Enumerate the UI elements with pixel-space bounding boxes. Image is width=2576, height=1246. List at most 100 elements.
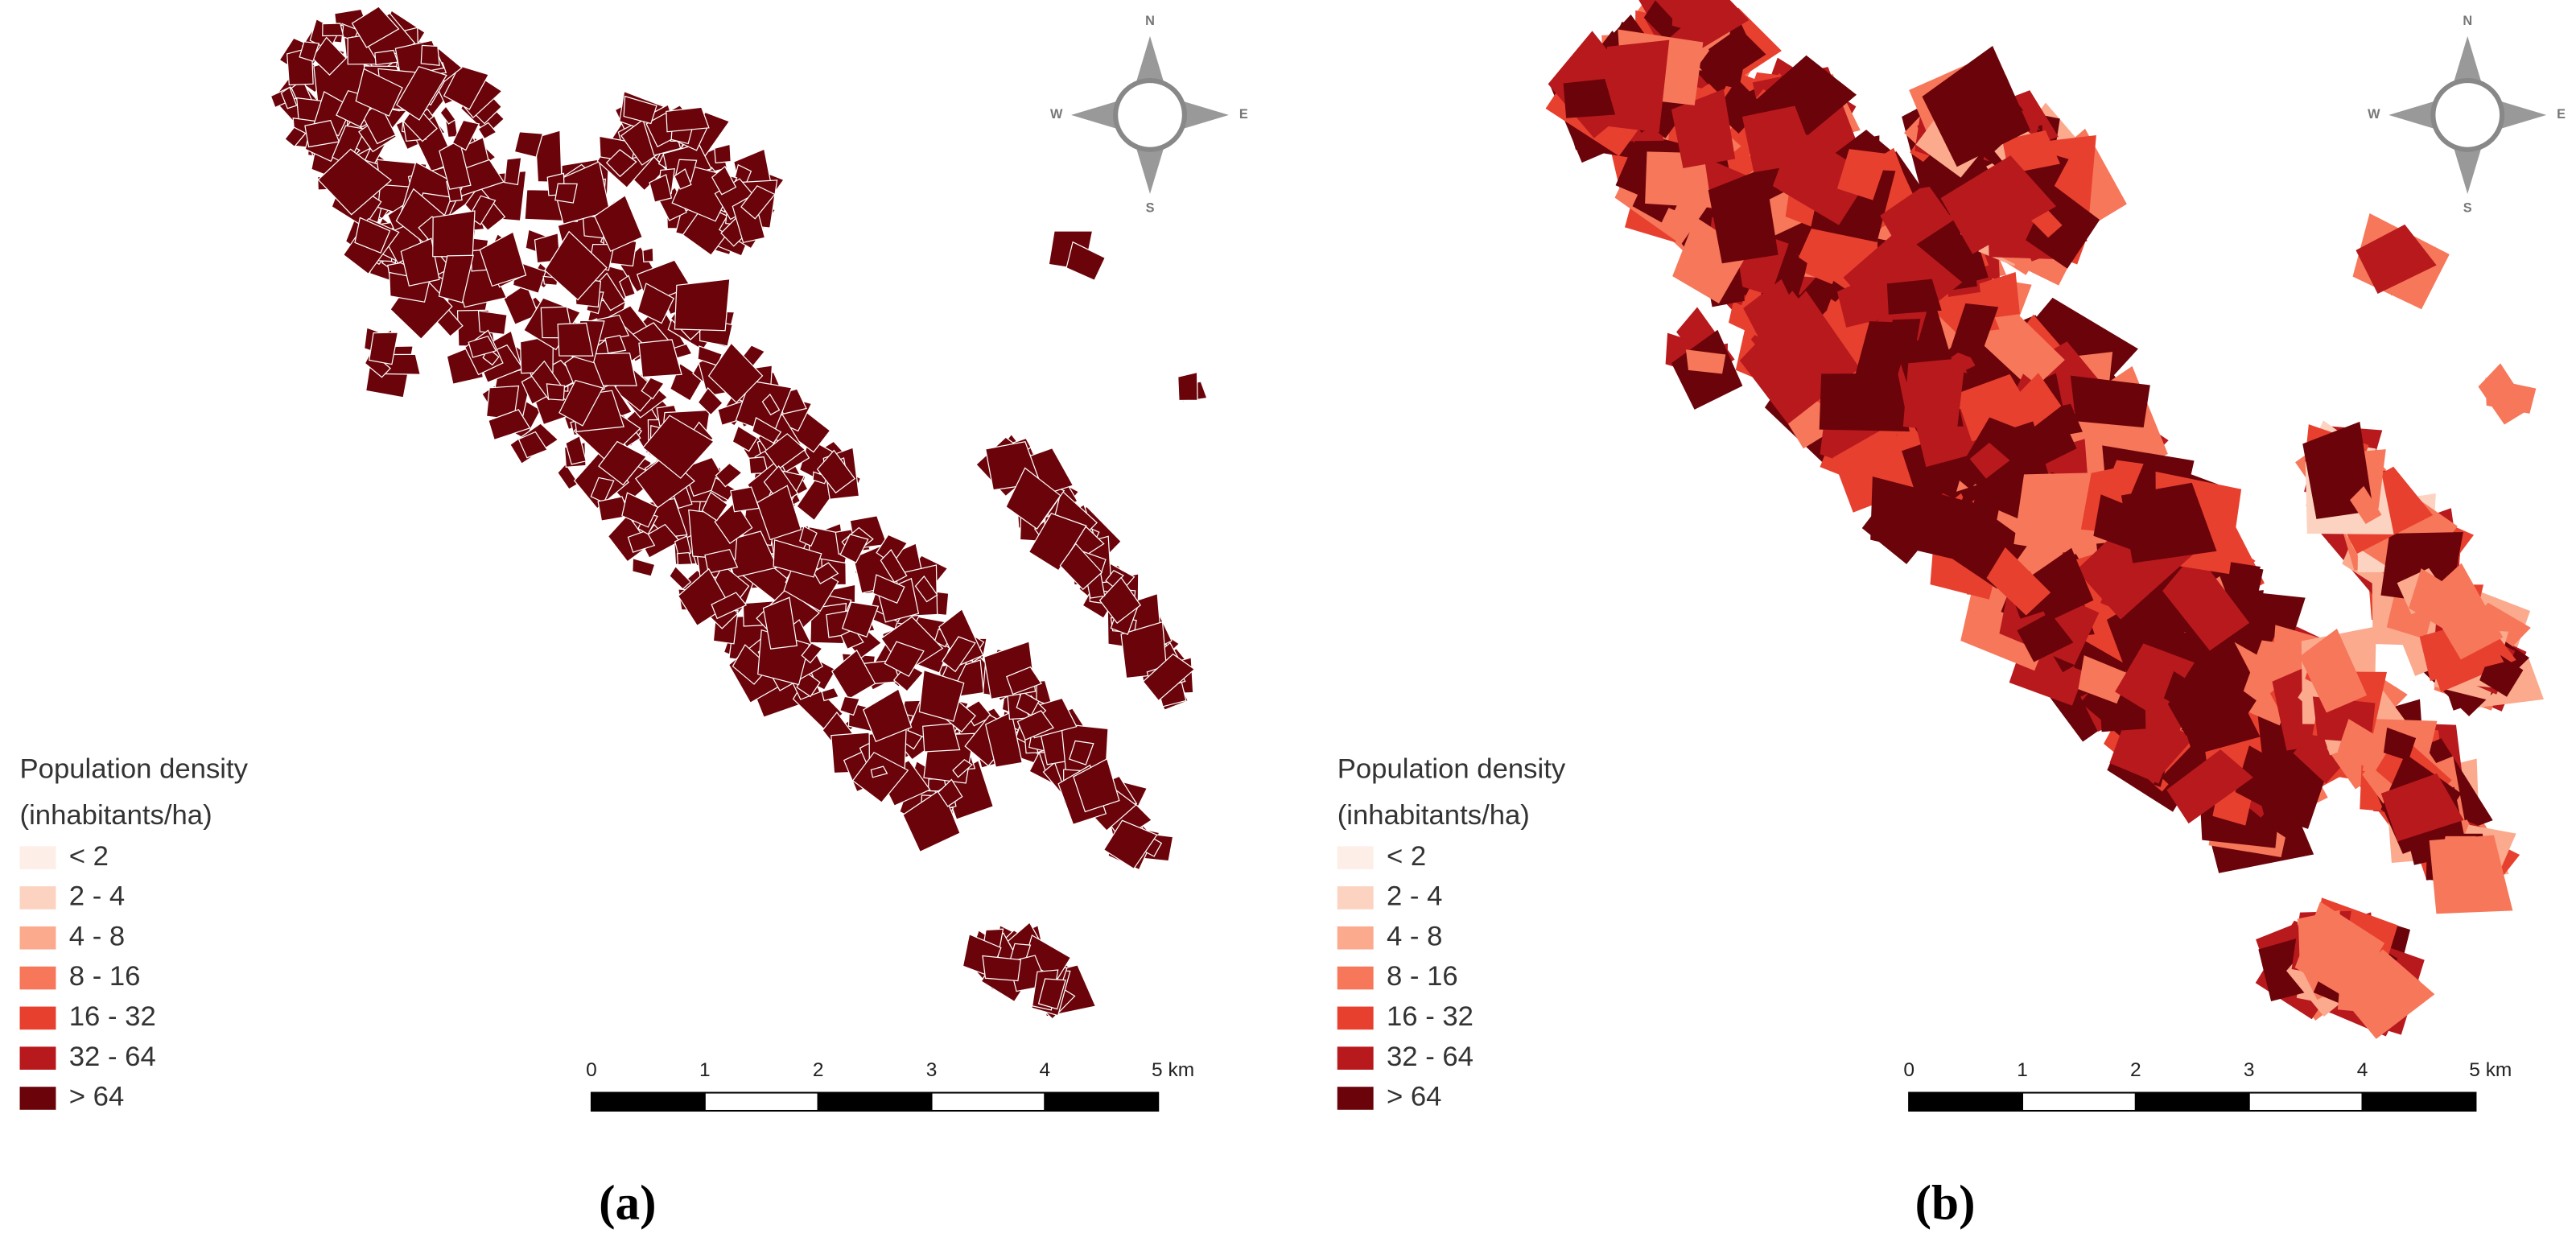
- compass-arrow: [1071, 100, 1121, 130]
- map-patch: [544, 230, 608, 301]
- map-patch: [477, 310, 508, 336]
- map-patch: [1956, 373, 2037, 442]
- map-patch: [554, 183, 578, 204]
- map-patch: [504, 157, 522, 186]
- map-patch: [565, 435, 587, 465]
- legend-label: 16 - 32: [69, 1001, 156, 1032]
- legend-label: 16 - 32: [1387, 1001, 1473, 1032]
- map-patch: [420, 44, 440, 66]
- legend-label: 4 - 8: [1387, 921, 1442, 951]
- map-patch: [1685, 349, 1726, 374]
- map-patch: [438, 254, 474, 303]
- map-patch: [1975, 295, 2065, 391]
- map-patch: [623, 95, 657, 125]
- map-patch: [1870, 477, 1968, 559]
- compass-arrow: [2452, 144, 2483, 194]
- map-patch: [773, 538, 822, 578]
- map-patch: [941, 636, 976, 673]
- legend-label: 4 - 8: [69, 921, 125, 951]
- caption: (b): [1915, 1176, 1976, 1231]
- map-patch: [666, 106, 710, 133]
- map-patch: [1698, 47, 1734, 87]
- map-patch: [369, 332, 399, 365]
- map-patch: [870, 765, 888, 778]
- compass-label: S: [2463, 201, 2472, 216]
- map-patch: [1177, 371, 1198, 402]
- scale-label: 3: [926, 1059, 938, 1081]
- scale-segment: [930, 1091, 1046, 1112]
- legend-label: 32 - 64: [1387, 1042, 1473, 1072]
- map-patch: [1886, 278, 1942, 315]
- map-patch: [748, 456, 769, 475]
- map-patch: [1934, 209, 1989, 287]
- map-patch: [280, 86, 298, 109]
- map-patch: [674, 168, 692, 190]
- map-patch: [1098, 576, 1142, 624]
- map-patch: [2337, 719, 2392, 773]
- map-patch: [714, 501, 753, 544]
- map-patch: [1986, 547, 2051, 616]
- map-patch: [1940, 155, 2057, 254]
- map-patch: [632, 557, 656, 577]
- map-patch: [311, 36, 348, 76]
- map-patch: [322, 23, 344, 37]
- compass-label: W: [1050, 107, 1063, 122]
- legend-swatch: [1337, 1046, 1374, 1070]
- map-panel: N E S W Population density (inhabitants/ha) < …: [19, 6, 1248, 1231]
- map-patch: [839, 695, 860, 716]
- compass: N E S W: [2368, 14, 2566, 216]
- compass-label: N: [1145, 14, 1155, 28]
- map-patch: [2355, 224, 2437, 295]
- scale-label: 1: [699, 1059, 711, 1081]
- map-patch: [546, 383, 566, 401]
- map-patch: [984, 711, 1023, 768]
- scale-label: 1: [2017, 1059, 2028, 1081]
- map-patch: [952, 758, 973, 778]
- scale-segment: [817, 1091, 933, 1112]
- map-patch: [711, 592, 748, 620]
- map-patch: [2235, 745, 2314, 822]
- map-patch: [1956, 417, 2059, 509]
- map-patch: [2070, 375, 2150, 428]
- map-patch: [439, 105, 456, 125]
- legend-title: Population density: [1337, 754, 1566, 785]
- map-patch: [598, 440, 648, 486]
- compass-label: E: [2557, 107, 2566, 122]
- map-patch: [2439, 835, 2476, 875]
- map-panel: N E S W Population density (inhabitants/ha) < …: [1337, 0, 2566, 1231]
- legend-swatch: [19, 1087, 56, 1110]
- map-patch: [605, 149, 637, 178]
- compass-label: N: [2463, 14, 2472, 28]
- map-patch: [594, 194, 644, 252]
- map-patch: [468, 335, 497, 358]
- map-patch: [400, 237, 440, 287]
- map-patch: [1836, 149, 1889, 200]
- scale-label: 5 km: [2469, 1059, 2512, 1081]
- map-patch: [2294, 901, 2385, 1001]
- map-patch: [1120, 621, 1168, 679]
- map-patch: [1016, 710, 1054, 741]
- map-patch: [1902, 357, 1966, 432]
- map-patch: [590, 477, 615, 504]
- map-patch: [649, 174, 673, 203]
- map-patch: [732, 425, 758, 452]
- scale-segment: [2361, 1091, 2477, 1112]
- scale-segment: [2134, 1091, 2250, 1112]
- map-patch: [735, 380, 793, 435]
- legend-swatch: [1337, 886, 1374, 910]
- scale-segment: [1908, 1091, 2024, 1112]
- compass-label: W: [2368, 107, 2380, 122]
- scale-label: 3: [2244, 1059, 2255, 1081]
- map-patch: [914, 575, 938, 603]
- map-patch: [839, 534, 869, 564]
- map-patch: [1037, 978, 1066, 1010]
- legend-label: 8 - 16: [1387, 961, 1458, 992]
- map-patch: [711, 165, 737, 196]
- map-patch: [1969, 442, 2010, 479]
- map-patch: [756, 485, 802, 541]
- map-patch: [1741, 105, 1817, 172]
- legend-label: 2 - 4: [1387, 881, 1442, 912]
- map-patch: [642, 415, 715, 479]
- map-patch: [1708, 167, 1778, 264]
- map-patch: [674, 278, 731, 332]
